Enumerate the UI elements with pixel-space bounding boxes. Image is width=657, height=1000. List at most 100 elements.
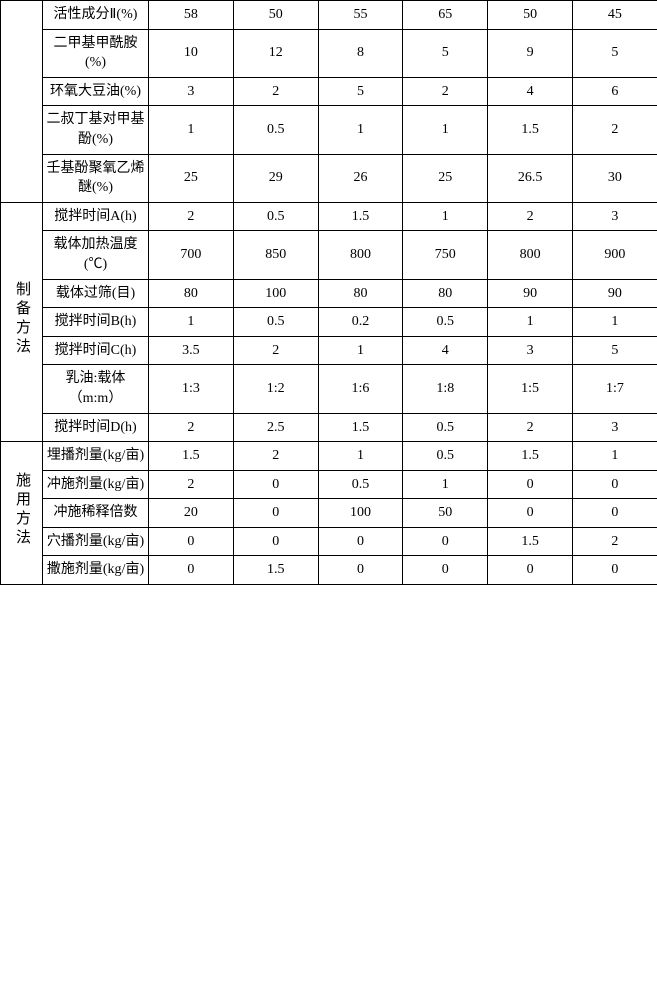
cell: 0	[572, 470, 657, 499]
cell: 800	[488, 231, 573, 279]
cell: 0	[403, 527, 488, 556]
cell: 100	[318, 499, 403, 528]
cell: 2	[488, 413, 573, 442]
cell: 1:6	[318, 365, 403, 413]
cell: 80	[149, 279, 234, 308]
cell: 1	[149, 106, 234, 154]
cell: 0	[233, 470, 318, 499]
cell: 2	[572, 527, 657, 556]
table-row: 乳油:载体（m:m） 1:3 1:2 1:6 1:8 1:5 1:7	[1, 365, 657, 413]
cell: 2	[149, 470, 234, 499]
cell: 3	[572, 413, 657, 442]
cell: 1	[572, 308, 657, 337]
cell: 1	[403, 470, 488, 499]
cell: 1:2	[233, 365, 318, 413]
cell: 0.2	[318, 308, 403, 337]
cell: 90	[488, 279, 573, 308]
cell: 2	[233, 336, 318, 365]
cell: 1.5	[149, 442, 234, 471]
cell: 26	[318, 154, 403, 202]
row-label: 冲施稀释倍数	[43, 499, 149, 528]
table-row: 冲施剂量(kg/亩) 2 0 0.5 1 0 0	[1, 470, 657, 499]
data-table: 活性成分Ⅱ(%) 58 50 55 65 50 45 二甲基甲酰胺(%) 10 …	[0, 0, 657, 585]
cell: 0	[488, 470, 573, 499]
cell: 2	[233, 442, 318, 471]
cell: 3	[149, 77, 234, 106]
table-row: 活性成分Ⅱ(%) 58 50 55 65 50 45	[1, 1, 657, 30]
section-cell-3: 施用方法	[1, 442, 43, 585]
cell: 9	[488, 29, 573, 77]
cell: 0	[488, 556, 573, 585]
table-row: 搅拌时间D(h) 2 2.5 1.5 0.5 2 3	[1, 413, 657, 442]
cell: 850	[233, 231, 318, 279]
cell: 0.5	[318, 470, 403, 499]
cell: 2.5	[233, 413, 318, 442]
cell: 0.5	[233, 106, 318, 154]
cell: 2	[572, 106, 657, 154]
cell: 26.5	[488, 154, 573, 202]
cell: 1	[318, 336, 403, 365]
row-label: 乳油:载体（m:m）	[43, 365, 149, 413]
cell: 20	[149, 499, 234, 528]
cell: 0	[572, 499, 657, 528]
row-label: 二叔丁基对甲基酚(%)	[43, 106, 149, 154]
row-label: 穴播剂量(kg/亩)	[43, 527, 149, 556]
cell: 0.5	[403, 413, 488, 442]
table-row: 搅拌时间B(h) 1 0.5 0.2 0.5 1 1	[1, 308, 657, 337]
cell: 1:7	[572, 365, 657, 413]
cell: 2	[149, 413, 234, 442]
cell: 5	[572, 336, 657, 365]
cell: 0.5	[403, 442, 488, 471]
cell: 1:3	[149, 365, 234, 413]
row-label: 冲施剂量(kg/亩)	[43, 470, 149, 499]
cell: 80	[318, 279, 403, 308]
row-label: 载体过筛(目)	[43, 279, 149, 308]
cell: 0.5	[403, 308, 488, 337]
cell: 6	[572, 77, 657, 106]
cell: 1.5	[318, 413, 403, 442]
cell: 1	[318, 106, 403, 154]
cell: 1.5	[318, 202, 403, 231]
cell: 900	[572, 231, 657, 279]
cell: 50	[403, 499, 488, 528]
cell: 0	[318, 527, 403, 556]
table-row: 冲施稀释倍数 20 0 100 50 0 0	[1, 499, 657, 528]
table-row: 撒施剂量(kg/亩) 0 1.5 0 0 0 0	[1, 556, 657, 585]
cell: 3	[572, 202, 657, 231]
cell: 5	[403, 29, 488, 77]
cell: 0	[233, 527, 318, 556]
cell: 1:5	[488, 365, 573, 413]
cell: 5	[318, 77, 403, 106]
cell: 0	[149, 527, 234, 556]
cell: 1.5	[233, 556, 318, 585]
section-cell-1	[1, 1, 43, 203]
cell: 1	[149, 308, 234, 337]
cell: 12	[233, 29, 318, 77]
table-row: 穴播剂量(kg/亩) 0 0 0 0 1.5 2	[1, 527, 657, 556]
cell: 50	[488, 1, 573, 30]
cell: 45	[572, 1, 657, 30]
cell: 0	[149, 556, 234, 585]
section-cell-2: 制备方法	[1, 202, 43, 441]
cell: 0	[318, 556, 403, 585]
row-label: 环氧大豆油(%)	[43, 77, 149, 106]
cell: 1.5	[488, 106, 573, 154]
row-label: 撒施剂量(kg/亩)	[43, 556, 149, 585]
row-label: 埋播剂量(kg/亩)	[43, 442, 149, 471]
row-label: 载体加热温度(℃)	[43, 231, 149, 279]
cell: 10	[149, 29, 234, 77]
cell: 0	[403, 556, 488, 585]
cell: 58	[149, 1, 234, 30]
cell: 29	[233, 154, 318, 202]
cell: 2	[149, 202, 234, 231]
cell: 0.5	[233, 202, 318, 231]
row-label: 搅拌时间B(h)	[43, 308, 149, 337]
table-row: 壬基酚聚氧乙烯醚(%) 25 29 26 25 26.5 30	[1, 154, 657, 202]
cell: 2	[488, 202, 573, 231]
cell: 55	[318, 1, 403, 30]
table-row: 环氧大豆油(%) 3 2 5 2 4 6	[1, 77, 657, 106]
cell: 3	[488, 336, 573, 365]
cell: 2	[233, 77, 318, 106]
cell: 80	[403, 279, 488, 308]
cell: 3.5	[149, 336, 234, 365]
